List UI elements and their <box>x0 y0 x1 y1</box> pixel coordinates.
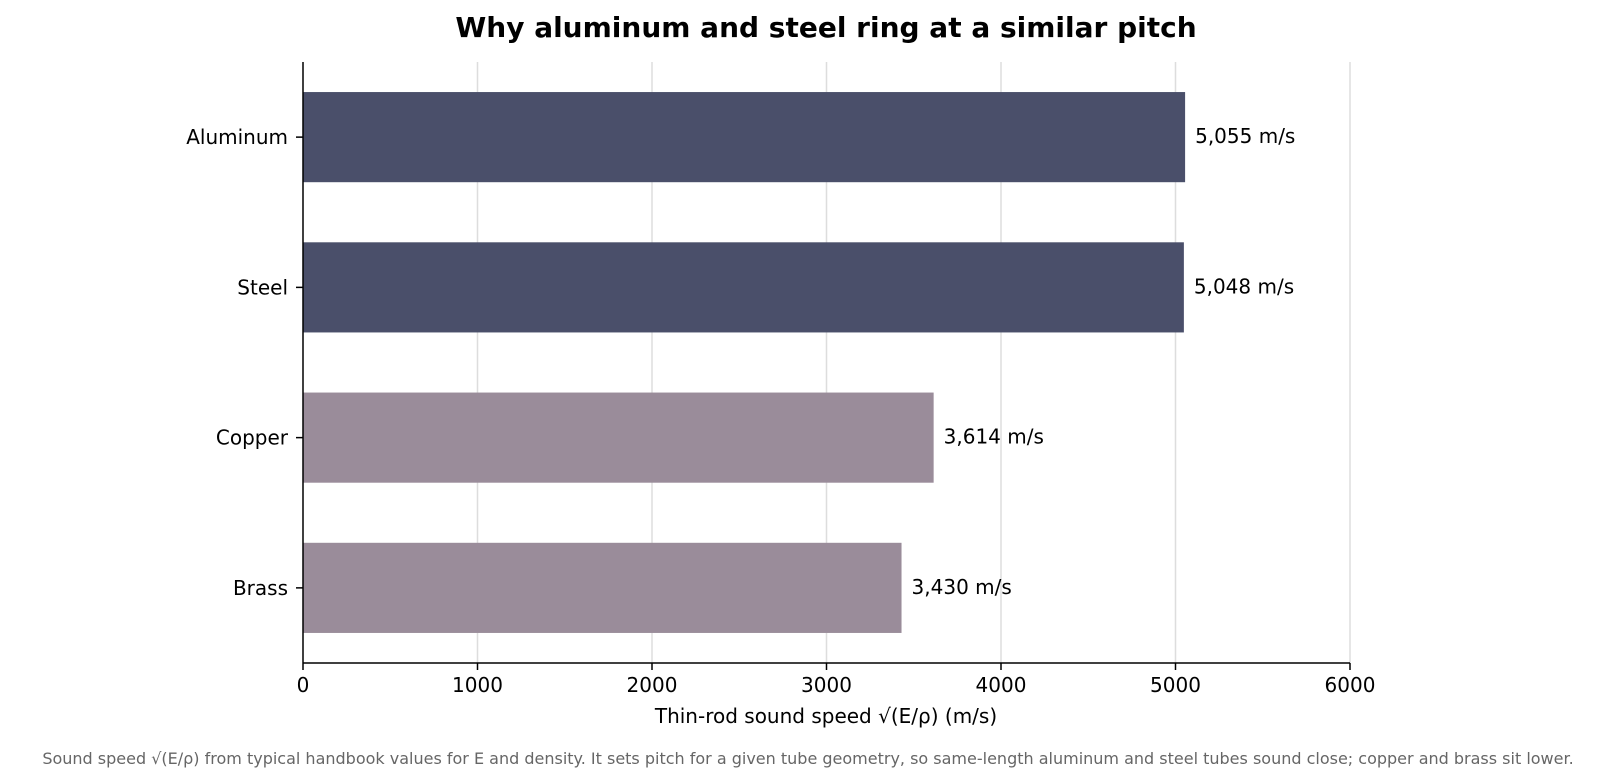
data-labels: 5,055 m/s 5,048 m/s 3,614 m/s 3,430 m/s <box>912 124 1296 599</box>
bar-brass <box>303 542 902 633</box>
x-tick-label-2000: 2000 <box>627 673 678 697</box>
x-axis-label: Thin-rod sound speed √(E/ρ) (m/s) <box>654 704 997 728</box>
y-tick-label-steel: Steel <box>237 275 288 299</box>
x-tick-label-0: 0 <box>297 673 310 697</box>
y-tick-label-aluminum: Aluminum <box>186 125 288 149</box>
data-label-copper: 3,614 m/s <box>944 425 1044 449</box>
chart-title: Why aluminum and steel ring at a similar… <box>455 11 1196 44</box>
bar-aluminum <box>303 92 1186 183</box>
chart-caption: Sound speed √(E/ρ) from typical handbook… <box>42 749 1573 768</box>
data-label-aluminum: 5,055 m/s <box>1195 124 1295 148</box>
y-tick-label-copper: Copper <box>216 426 289 450</box>
axes: Aluminum Steel Copper Brass 0 1000 2000 3000 400… <box>186 62 1375 697</box>
y-tick-label-brass: Brass <box>233 576 288 600</box>
bars <box>303 92 1186 633</box>
bar-steel <box>303 242 1184 333</box>
x-tick-label-1000: 1000 <box>452 673 503 697</box>
x-tick-label-6000: 6000 <box>1325 673 1376 697</box>
data-label-brass: 3,430 m/s <box>912 575 1012 599</box>
data-label-steel: 5,048 m/s <box>1194 274 1294 298</box>
x-tick-label-4000: 4000 <box>976 673 1027 697</box>
x-tick-label-5000: 5000 <box>1150 673 1201 697</box>
bar-copper <box>303 392 934 483</box>
x-tick-label-3000: 3000 <box>801 673 852 697</box>
